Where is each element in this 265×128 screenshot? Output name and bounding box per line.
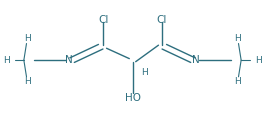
Text: N: N (192, 55, 200, 65)
Text: Cl: Cl (156, 15, 167, 25)
Text: Cl: Cl (98, 15, 109, 25)
Text: HO: HO (125, 93, 140, 103)
Text: H: H (24, 34, 31, 43)
Text: H: H (3, 56, 10, 65)
Text: H: H (24, 77, 31, 86)
Text: H: H (234, 77, 241, 86)
Text: H: H (255, 56, 262, 65)
Text: H: H (234, 34, 241, 43)
Text: N: N (65, 55, 73, 65)
Text: H: H (141, 68, 148, 77)
